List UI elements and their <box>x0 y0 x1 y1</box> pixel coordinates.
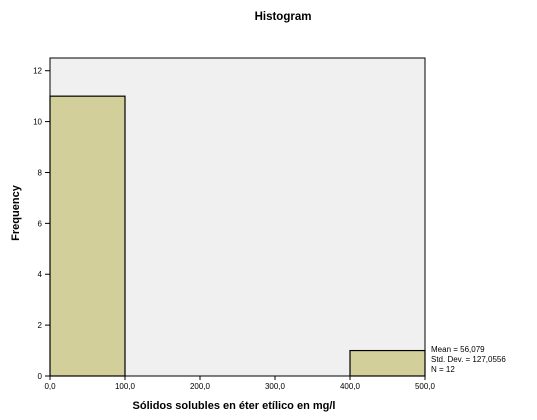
x-tick-label: 300,0 <box>265 382 286 391</box>
y-tick-label: 4 <box>38 270 43 279</box>
x-tick-label: 400,0 <box>340 382 361 391</box>
y-tick-label: 12 <box>33 67 42 76</box>
y-tick-label: 6 <box>38 219 43 228</box>
x-tick-label: 100,0 <box>115 382 136 391</box>
x-axis-label: Sólidos solubles en éter etílico en mg/l <box>133 400 336 412</box>
x-axis: 0,0 100,0 200,0 300,0 400,0 500,0 <box>44 376 436 391</box>
stats-std-dev: Std. Dev. = 127,0556 <box>431 355 506 364</box>
stats-mean: Mean = 56,079 <box>431 345 485 354</box>
y-tick-label: 8 <box>38 168 43 177</box>
y-tick-label: 0 <box>38 372 43 381</box>
x-tick-label: 500,0 <box>415 382 436 391</box>
y-tick-label: 2 <box>38 321 43 330</box>
histogram-bar-0 <box>49 95 126 377</box>
x-tick-label: 0,0 <box>44 382 56 391</box>
chart-title: Histogram <box>255 11 312 23</box>
y-tick-label: 10 <box>33 118 42 127</box>
y-axis-label: Frequency <box>10 184 22 241</box>
y-axis: 0 2 4 6 8 10 12 <box>33 67 50 381</box>
x-tick-label: 200,0 <box>190 382 211 391</box>
stats-n: N = 12 <box>431 365 455 374</box>
bars-layer <box>49 95 426 377</box>
stats-box: Mean = 56,079 Std. Dev. = 127,0556 N = 1… <box>431 345 506 374</box>
histogram-bar-4 <box>349 349 426 377</box>
